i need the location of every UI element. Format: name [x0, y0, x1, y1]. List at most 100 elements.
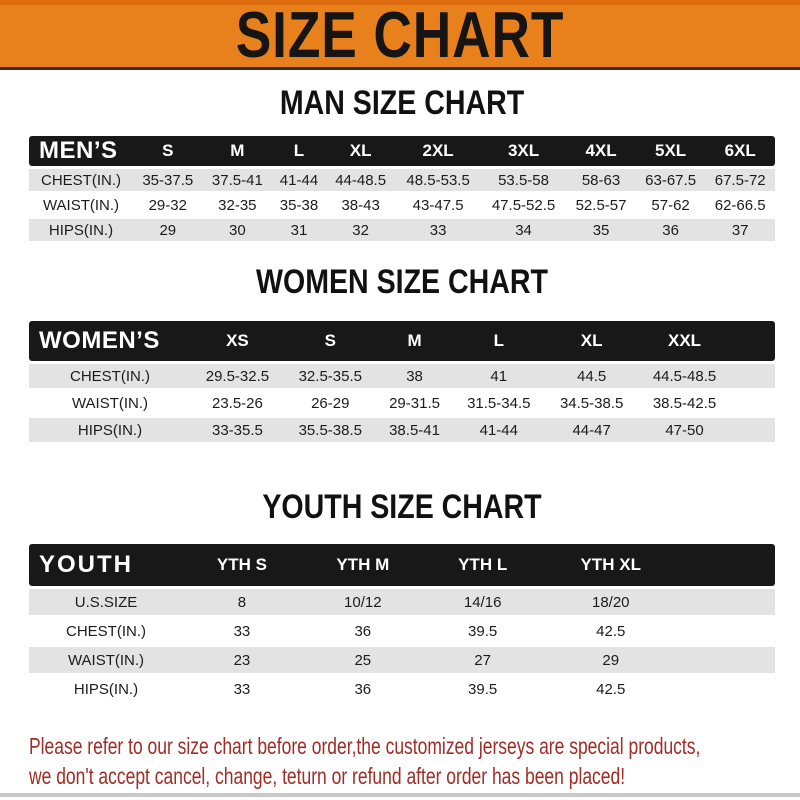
- content-area: MAN SIZE CHART MEN’S S M L XL 2XL 3XL 4X…: [29, 85, 775, 705]
- row-label: CHEST(IN.): [29, 169, 133, 191]
- size-value-cell: 33: [183, 618, 301, 644]
- size-value-cell: 35: [566, 219, 636, 241]
- youth-waist-row: WAIST(IN.) 23 25 27 29: [29, 647, 775, 673]
- size-value-cell: 29-32: [133, 194, 203, 216]
- youth-size-table: YOUTH YTH S YTH M YTH L YTH XL U.S.SIZE …: [29, 541, 775, 705]
- size-value-cell: 38.5-41: [376, 418, 453, 442]
- men-size-col-header: 4XL: [566, 136, 636, 166]
- size-value-cell: 39.5: [424, 676, 541, 702]
- header-filler-cell: [681, 544, 775, 586]
- women-size-table: WOMEN’S XS S M L XL XXL CHEST(IN.) 29.5-…: [29, 318, 775, 445]
- size-value-cell: 41: [452, 364, 546, 388]
- women-waist-row: WAIST(IN.) 23.5-26 26-29 29-31.5 31.5-34…: [29, 391, 775, 415]
- size-value-cell: 35-38: [272, 194, 326, 216]
- men-size-col-header: 5XL: [635, 136, 706, 166]
- youth-size-col-header: YTH S: [183, 544, 301, 586]
- women-size-col-header: XL: [545, 321, 639, 361]
- size-chart-banner: SIZE CHART: [0, 0, 800, 70]
- size-value-cell: 34.5-38.5: [545, 391, 639, 415]
- women-hips-row: HIPS(IN.) 33-35.5 35.5-38.5 38.5-41 41-4…: [29, 418, 775, 442]
- row-label: WAIST(IN.): [29, 647, 183, 673]
- order-disclaimer-note: Please refer to our size chart before or…: [29, 731, 800, 791]
- size-value-cell: 36: [300, 618, 425, 644]
- youth-size-col-header: YTH M: [300, 544, 425, 586]
- size-value-cell: 32: [325, 219, 396, 241]
- youth-header-row: YOUTH YTH S YTH M YTH L YTH XL: [29, 544, 775, 586]
- youth-ussize-row: U.S.SIZE 8 10/12 14/16 18/20: [29, 589, 775, 615]
- size-value-cell: 14/16: [424, 589, 541, 615]
- men-size-col-header: 3XL: [480, 136, 567, 166]
- size-value-cell: 34: [480, 219, 567, 241]
- men-header-row: MEN’S S M L XL 2XL 3XL 4XL 5XL 6XL: [29, 136, 775, 166]
- row-label: WAIST(IN.): [29, 391, 191, 415]
- filler-cell: [731, 418, 775, 442]
- size-value-cell: 44.5-48.5: [638, 364, 731, 388]
- size-value-cell: 10/12: [300, 589, 425, 615]
- filler-cell: [681, 676, 775, 702]
- size-value-cell: 39.5: [424, 618, 541, 644]
- size-value-cell: 35-37.5: [133, 169, 203, 191]
- size-value-cell: 29: [133, 219, 203, 241]
- size-value-cell: 47.5-52.5: [480, 194, 567, 216]
- size-value-cell: 29.5-32.5: [191, 364, 284, 388]
- size-value-cell: 32.5-35.5: [283, 364, 377, 388]
- size-value-cell: 53.5-58: [480, 169, 567, 191]
- men-section-heading: MAN SIZE CHART: [279, 84, 525, 122]
- men-chest-row: CHEST(IN.) 35-37.5 37.5-41 41-44 44-48.5…: [29, 169, 775, 191]
- men-size-col-header: 2XL: [395, 136, 481, 166]
- size-value-cell: 48.5-53.5: [395, 169, 481, 191]
- women-section: WOMEN SIZE CHART WOMEN’S XS S M L XL XXL…: [29, 264, 775, 445]
- filler-cell: [681, 589, 775, 615]
- size-value-cell: 52.5-57: [566, 194, 636, 216]
- size-value-cell: 57-62: [635, 194, 706, 216]
- size-value-cell: 63-67.5: [635, 169, 706, 191]
- youth-table-title: YOUTH: [29, 544, 183, 586]
- men-size-col-header: M: [202, 136, 273, 166]
- youth-hips-row: HIPS(IN.) 33 36 39.5 42.5: [29, 676, 775, 702]
- size-value-cell: 23.5-26: [191, 391, 284, 415]
- size-value-cell: 36: [300, 676, 425, 702]
- size-value-cell: 35.5-38.5: [283, 418, 377, 442]
- size-value-cell: 38.5-42.5: [638, 391, 731, 415]
- size-value-cell: 67.5-72: [705, 169, 775, 191]
- women-section-heading: WOMEN SIZE CHART: [256, 263, 548, 301]
- size-value-cell: 29: [540, 647, 681, 673]
- row-label: HIPS(IN.): [29, 418, 191, 442]
- disclaimer-line-1: Please refer to our size chart before or…: [29, 733, 701, 759]
- size-value-cell: 41-44: [272, 169, 326, 191]
- women-size-col-header: XS: [191, 321, 284, 361]
- size-value-cell: 43-47.5: [395, 194, 481, 216]
- header-filler-cell: [731, 321, 775, 361]
- row-label: CHEST(IN.): [29, 618, 183, 644]
- size-value-cell: 37.5-41: [202, 169, 273, 191]
- men-size-col-header: S: [133, 136, 203, 166]
- men-size-col-header: 6XL: [705, 136, 775, 166]
- filler-cell: [681, 618, 775, 644]
- men-size-table: MEN’S S M L XL 2XL 3XL 4XL 5XL 6XL CHEST…: [29, 133, 775, 244]
- banner-title: SIZE CHART: [235, 0, 565, 72]
- men-hips-row: HIPS(IN.) 29 30 31 32 33 34 35 36 37: [29, 219, 775, 241]
- size-value-cell: 33-35.5: [191, 418, 284, 442]
- row-label: HIPS(IN.): [29, 219, 133, 241]
- women-size-col-header: XXL: [638, 321, 731, 361]
- size-value-cell: 32-35: [202, 194, 273, 216]
- size-value-cell: 47-50: [638, 418, 731, 442]
- row-label: CHEST(IN.): [29, 364, 191, 388]
- size-value-cell: 8: [183, 589, 301, 615]
- youth-size-col-header: YTH L: [424, 544, 541, 586]
- size-value-cell: 25: [300, 647, 425, 673]
- size-value-cell: 62-66.5: [705, 194, 775, 216]
- size-value-cell: 36: [635, 219, 706, 241]
- women-table-title: WOMEN’S: [29, 321, 191, 361]
- size-value-cell: 18/20: [540, 589, 681, 615]
- youth-chest-row: CHEST(IN.) 33 36 39.5 42.5: [29, 618, 775, 644]
- row-label: WAIST(IN.): [29, 194, 133, 216]
- row-label: U.S.SIZE: [29, 589, 183, 615]
- size-value-cell: 42.5: [540, 676, 681, 702]
- size-value-cell: 23: [183, 647, 301, 673]
- men-waist-row: WAIST(IN.) 29-32 32-35 35-38 38-43 43-47…: [29, 194, 775, 216]
- size-value-cell: 31: [272, 219, 326, 241]
- filler-cell: [681, 647, 775, 673]
- women-size-col-header: S: [283, 321, 377, 361]
- size-value-cell: 33: [183, 676, 301, 702]
